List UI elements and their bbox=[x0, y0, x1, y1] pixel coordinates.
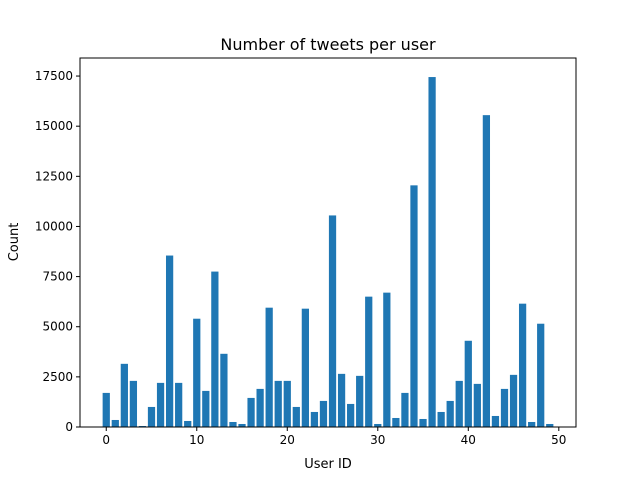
bar-user-1 bbox=[111, 419, 119, 427]
bar-user-0 bbox=[102, 392, 110, 427]
bar-user-13 bbox=[220, 353, 228, 427]
y-tick-label: 0 bbox=[65, 420, 73, 434]
x-tick-label: 50 bbox=[551, 433, 566, 447]
y-tick-label: 5000 bbox=[42, 320, 73, 334]
bar-user-33 bbox=[401, 392, 409, 427]
bar-user-14 bbox=[229, 421, 237, 427]
bar-user-38 bbox=[446, 400, 454, 427]
bars-group bbox=[102, 77, 554, 428]
bar-user-17 bbox=[256, 388, 264, 427]
bar-user-9 bbox=[184, 420, 192, 427]
x-axis-label: User ID bbox=[304, 457, 352, 472]
chart-title: Number of tweets per user bbox=[220, 35, 436, 54]
bar-user-11 bbox=[202, 390, 210, 427]
bar-user-39 bbox=[455, 380, 463, 428]
bar-user-27 bbox=[347, 403, 355, 427]
bar-user-19 bbox=[274, 380, 282, 428]
bar-user-30 bbox=[374, 423, 382, 427]
bar-user-6 bbox=[156, 382, 165, 427]
y-tick-label: 12500 bbox=[35, 169, 73, 183]
bar-user-5 bbox=[147, 406, 156, 427]
x-tick-label: 30 bbox=[370, 433, 385, 447]
bar-user-47 bbox=[528, 421, 536, 427]
bar-user-41 bbox=[473, 383, 481, 427]
y-tick-label: 7500 bbox=[42, 270, 73, 284]
x-tick-label: 40 bbox=[461, 433, 476, 447]
plot-frame bbox=[79, 57, 577, 428]
bar-user-8 bbox=[175, 382, 183, 427]
bar-user-46 bbox=[518, 303, 527, 427]
bar-user-26 bbox=[337, 373, 346, 427]
x-tick-label: 10 bbox=[189, 433, 204, 447]
bar-user-40 bbox=[464, 340, 472, 427]
bar-user-34 bbox=[410, 185, 418, 427]
bar-user-22 bbox=[301, 308, 309, 427]
bar-user-45 bbox=[509, 374, 518, 427]
bar-user-16 bbox=[247, 397, 255, 427]
bar-user-20 bbox=[283, 380, 291, 428]
y-axis-label: Count bbox=[7, 223, 22, 262]
y-tick-label: 2500 bbox=[42, 370, 73, 384]
bar-user-7 bbox=[165, 255, 174, 427]
bar-user-10 bbox=[193, 318, 201, 427]
bar-user-49 bbox=[546, 423, 554, 427]
bar-user-24 bbox=[319, 400, 328, 427]
bar-user-29 bbox=[365, 296, 373, 427]
y-axis-ticks: 0 2500 5000 7500 10000 12500 15000 17500 bbox=[35, 69, 80, 434]
bar-user-2 bbox=[120, 363, 128, 427]
bar-user-3 bbox=[129, 380, 138, 428]
bar-user-35 bbox=[419, 418, 427, 427]
bar-user-18 bbox=[265, 307, 273, 427]
bar-user-28 bbox=[356, 375, 364, 427]
bar-user-37 bbox=[437, 411, 445, 427]
bar-user-44 bbox=[500, 388, 509, 427]
x-axis-ticks: 0 10 20 30 40 50 bbox=[102, 427, 566, 447]
bar-user-48 bbox=[537, 323, 545, 427]
x-tick-label: 0 bbox=[102, 433, 110, 447]
x-tick-label: 20 bbox=[280, 433, 295, 447]
bar-user-31 bbox=[383, 292, 391, 427]
bar-user-25 bbox=[328, 215, 337, 427]
y-tick-label: 15000 bbox=[35, 119, 73, 133]
bar-user-32 bbox=[392, 417, 400, 427]
bar-user-43 bbox=[491, 415, 500, 427]
bar-user-21 bbox=[292, 406, 300, 427]
bar-user-23 bbox=[310, 411, 319, 427]
y-tick-label: 17500 bbox=[35, 69, 73, 83]
bar-user-42 bbox=[482, 115, 491, 428]
bar-user-36 bbox=[428, 77, 436, 428]
y-tick-label: 10000 bbox=[35, 219, 73, 233]
bar-user-12 bbox=[211, 271, 219, 427]
bar-user-15 bbox=[238, 423, 246, 427]
